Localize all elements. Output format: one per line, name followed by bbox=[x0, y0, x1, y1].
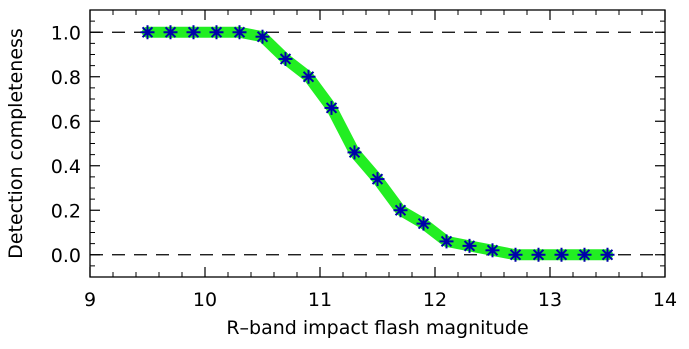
data-point-marker bbox=[555, 248, 569, 262]
x-tick-label: 13 bbox=[538, 289, 562, 311]
data-point-marker bbox=[210, 25, 224, 39]
y-tick-label: 0.2 bbox=[51, 200, 81, 222]
data-point-marker bbox=[187, 25, 201, 39]
data-point-marker bbox=[164, 25, 178, 39]
data-point-marker bbox=[348, 145, 362, 159]
curve-layer bbox=[148, 32, 608, 255]
x-tick-label: 9 bbox=[84, 289, 96, 311]
data-point-marker bbox=[141, 25, 155, 39]
data-point-marker bbox=[440, 234, 454, 248]
data-point-marker bbox=[394, 203, 408, 217]
data-point-marker bbox=[325, 101, 339, 115]
data-point-marker bbox=[509, 248, 523, 262]
x-tick-label: 14 bbox=[653, 289, 677, 311]
x-axis-ticks: 9 10 11 12 13 14 bbox=[84, 10, 677, 311]
data-point-marker bbox=[532, 248, 546, 262]
x-tick-label: 10 bbox=[193, 289, 217, 311]
data-point-marker bbox=[256, 30, 270, 44]
data-point-marker bbox=[486, 243, 500, 257]
plot-frame bbox=[90, 10, 665, 277]
data-point-marker bbox=[302, 70, 316, 84]
y-tick-label: 0.8 bbox=[51, 67, 81, 89]
reference-lines bbox=[90, 32, 665, 255]
data-point-marker bbox=[463, 239, 477, 253]
x-axis-label: R–band impact flash magnitude bbox=[226, 317, 528, 339]
data-point-marker bbox=[601, 248, 615, 262]
completeness-curve bbox=[148, 32, 608, 255]
y-tick-label: 1.0 bbox=[51, 22, 81, 44]
y-axis-ticks: 0.0 0.2 0.4 0.6 0.8 1.0 bbox=[51, 10, 665, 277]
y-tick-label: 0.6 bbox=[51, 111, 81, 133]
data-point-marker bbox=[279, 52, 293, 66]
data-point-marker bbox=[233, 25, 247, 39]
y-tick-label: 0.0 bbox=[51, 245, 81, 267]
data-point-marker bbox=[371, 172, 385, 186]
x-tick-label: 12 bbox=[423, 289, 447, 311]
y-tick-label: 0.4 bbox=[51, 156, 81, 178]
x-tick-label: 11 bbox=[308, 289, 332, 311]
data-point-marker bbox=[578, 248, 592, 262]
y-axis-label: Detection completeness bbox=[5, 28, 27, 259]
marker-layer bbox=[141, 25, 615, 262]
data-point-marker bbox=[417, 217, 431, 231]
